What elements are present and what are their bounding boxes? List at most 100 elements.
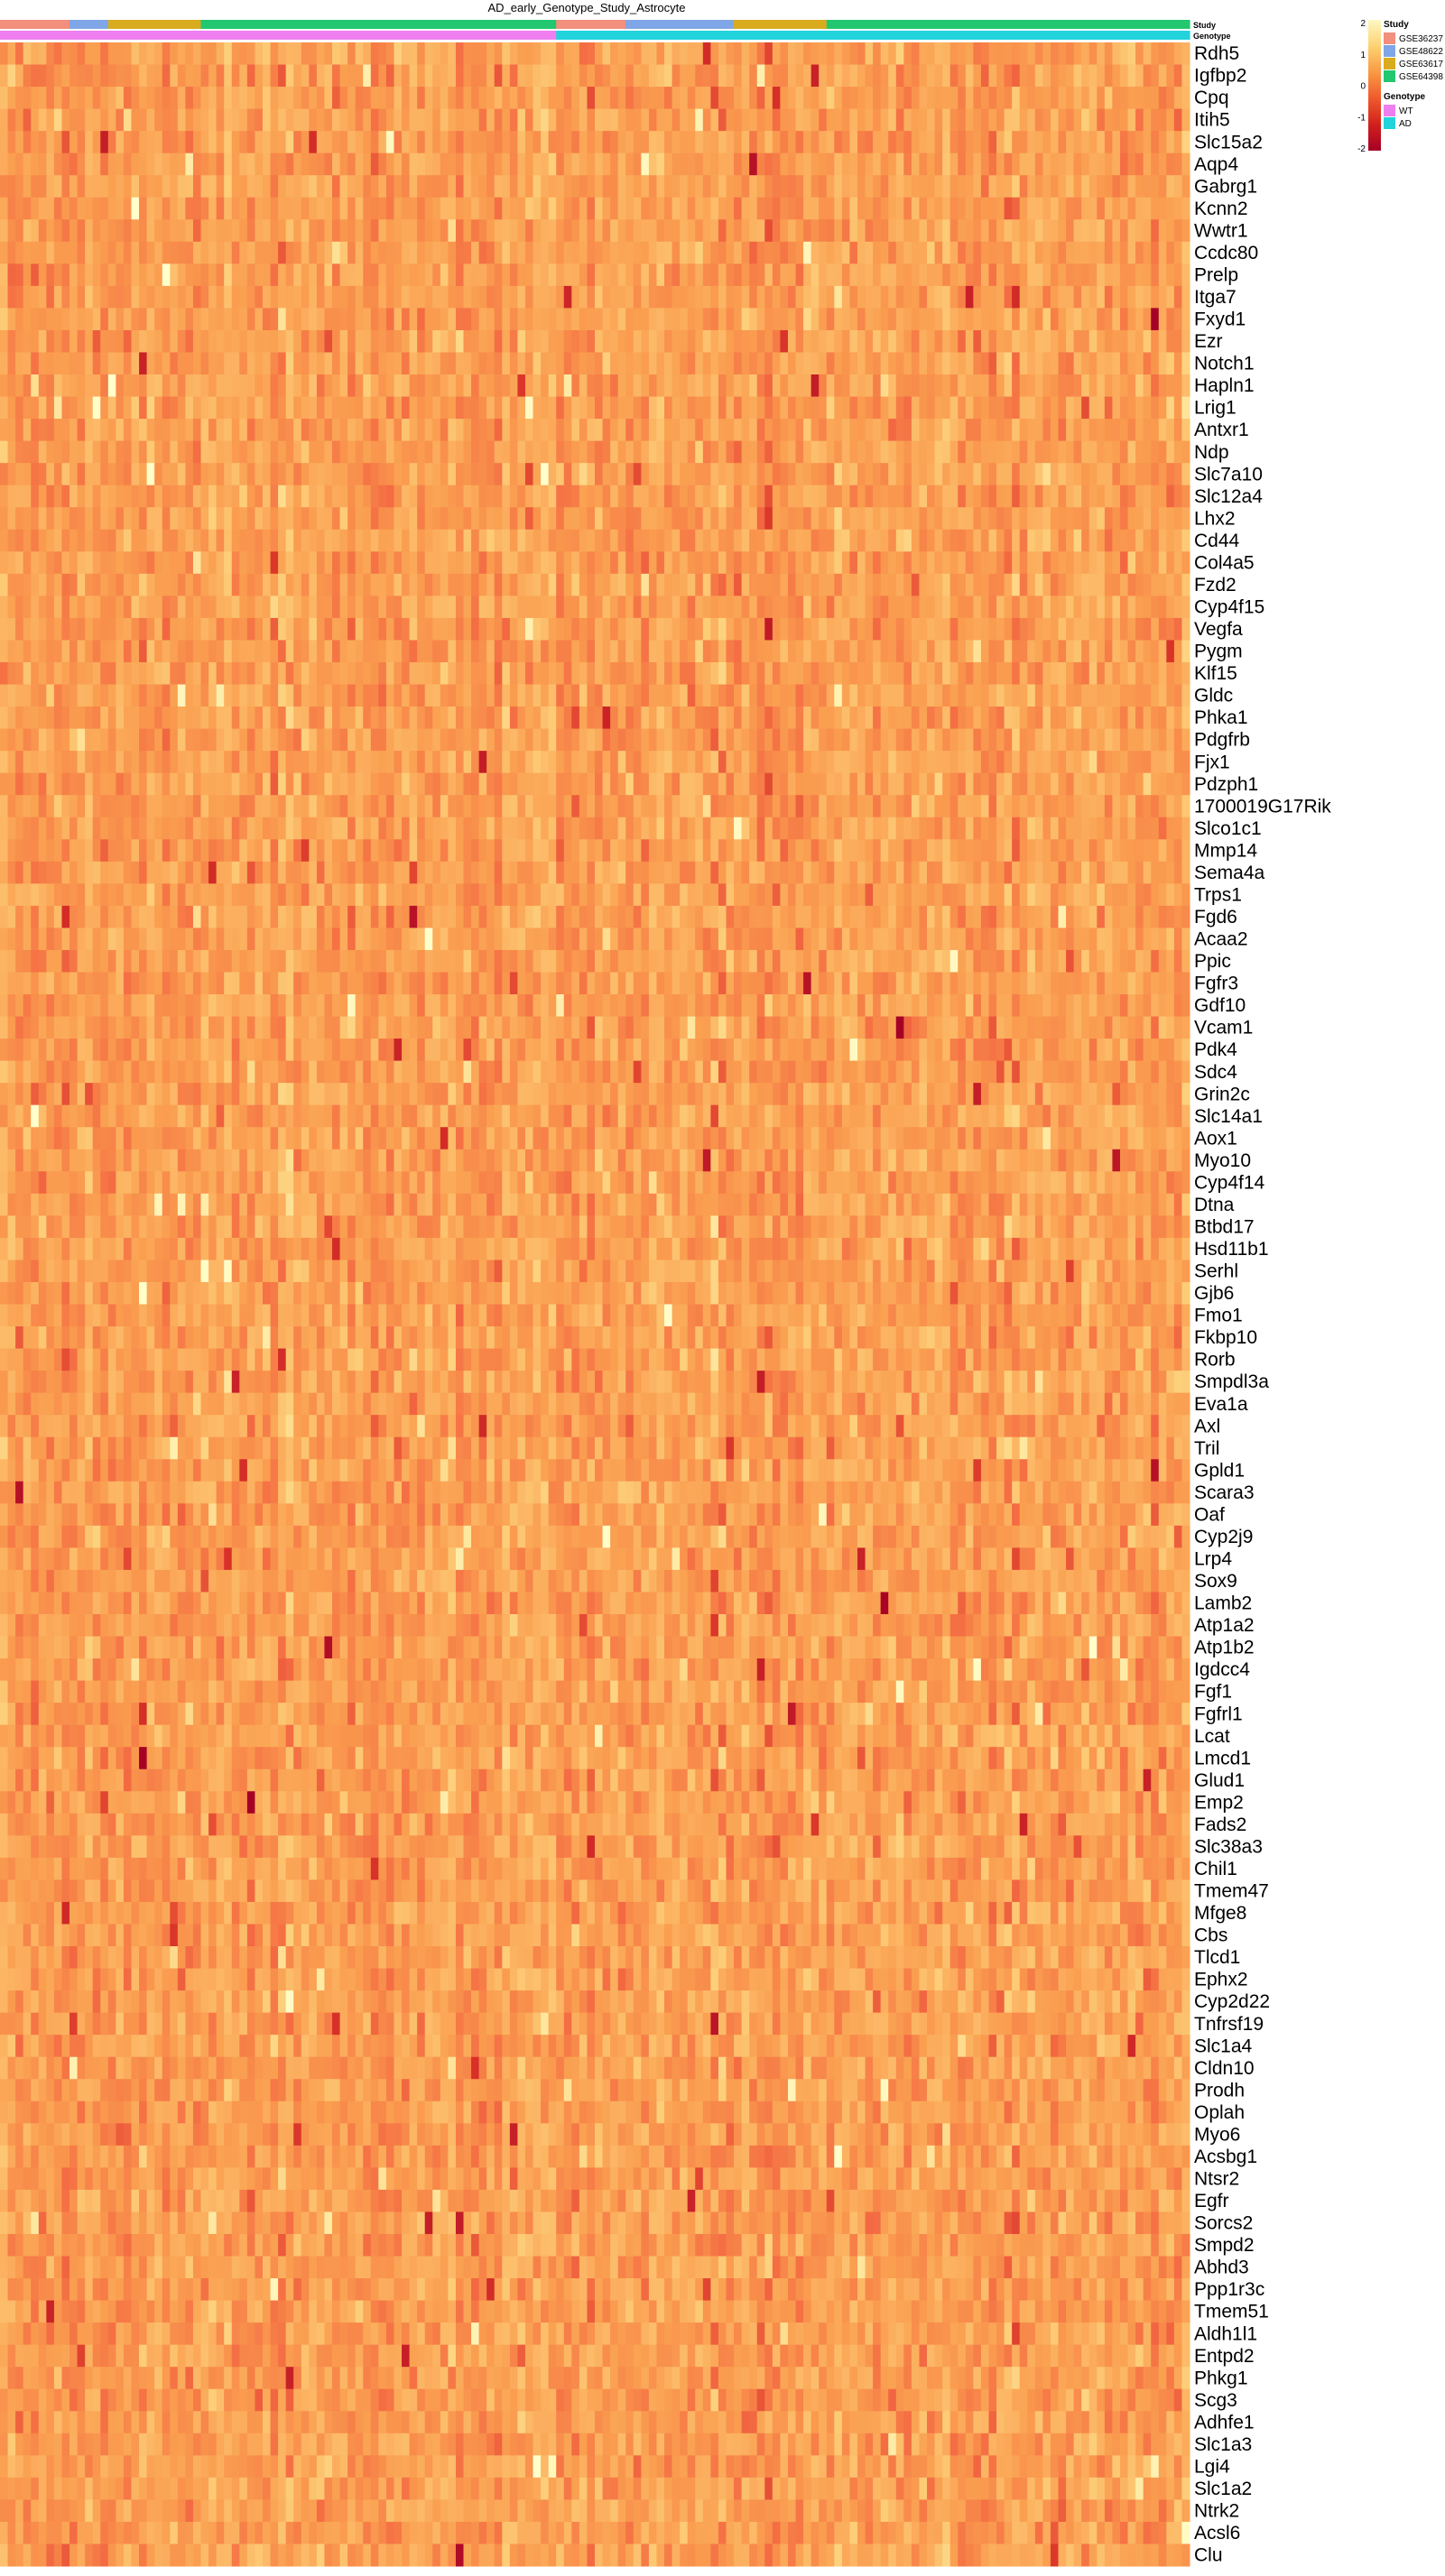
heatmap-cell [1050, 329, 1060, 353]
heatmap-cell [116, 329, 125, 353]
heatmap-cell [702, 87, 711, 110]
heatmap-cell [973, 285, 982, 309]
heatmap-cell [849, 64, 858, 88]
heatmap-cell [764, 308, 773, 331]
heatmap-cell [1119, 329, 1129, 353]
heatmap-cell [15, 352, 24, 375]
heatmap-cell [895, 396, 904, 420]
heatmap-cell [177, 352, 186, 375]
heatmap-cell [718, 596, 727, 619]
heatmap-cell [448, 374, 457, 398]
heatmap-cell [803, 396, 812, 420]
heatmap-cell [417, 463, 426, 486]
heatmap-cell [1151, 463, 1160, 486]
heatmap-cell [309, 596, 318, 619]
heatmap-cell [131, 728, 140, 752]
heatmap-cell [965, 175, 974, 199]
heatmap-cell [385, 241, 394, 264]
heatmap-cell [417, 396, 426, 420]
heatmap-cell [185, 197, 194, 220]
heatmap-cell [810, 352, 820, 375]
heatmap-cell [541, 617, 550, 641]
heatmap-cell [617, 152, 626, 176]
heatmap-cell [378, 197, 387, 220]
heatmap-cell [177, 728, 186, 752]
heatmap-cell [895, 419, 904, 442]
heatmap-cell [107, 285, 116, 309]
heatmap-cell [339, 463, 348, 486]
heatmap-cell [1050, 529, 1060, 552]
heatmap-cell [571, 706, 580, 730]
heatmap-cell [524, 661, 534, 686]
heatmap-cell [625, 485, 635, 508]
heatmap-cell [246, 596, 255, 619]
heatmap-cell [625, 108, 635, 132]
heatmap-cell [996, 573, 1005, 596]
heatmap-cell [463, 485, 472, 508]
heatmap-cell [741, 640, 750, 663]
heatmap-cell [61, 529, 70, 552]
heatmap-cell [1058, 396, 1067, 420]
heatmap-cell [595, 352, 604, 375]
heatmap-cell [185, 661, 194, 686]
heatmap-cell [656, 640, 665, 663]
heatmap-cell [309, 751, 318, 774]
heatmap-cell [695, 440, 704, 464]
heatmap-cell [702, 440, 711, 464]
heatmap-cell [231, 463, 240, 486]
heatmap-cell [764, 152, 773, 176]
heatmap-cell [718, 131, 727, 154]
heatmap-cell [285, 329, 294, 353]
heatmap-cell [1166, 352, 1175, 375]
heatmap-cell [873, 684, 882, 707]
heatmap-cell [548, 617, 557, 641]
heatmap-cell [394, 640, 403, 663]
heatmap-cell [177, 617, 186, 641]
heatmap-cell [69, 396, 79, 420]
heatmap-cell [934, 329, 943, 353]
heatmap-cell [339, 529, 348, 552]
heatmap-cell [749, 661, 758, 686]
heatmap-cell [517, 219, 526, 243]
heatmap-cell [841, 551, 850, 575]
heatmap-cell [107, 87, 116, 110]
heatmap-cell [355, 352, 364, 375]
heatmap-cell [15, 529, 24, 552]
heatmap-cell [100, 64, 109, 88]
heatmap-cell [200, 706, 209, 730]
heatmap-cell [502, 485, 511, 508]
heatmap-cell [873, 308, 882, 331]
heatmap-cell [15, 197, 24, 220]
heatmap-cell [494, 64, 503, 88]
heatmap-cell [934, 507, 943, 531]
heatmap-cell [726, 706, 735, 730]
heatmap-cell [772, 507, 781, 531]
heatmap-cell [208, 596, 218, 619]
heatmap-cell [424, 308, 433, 331]
heatmap-cell [38, 152, 47, 176]
heatmap-cell [710, 573, 719, 596]
heatmap-cell [895, 87, 904, 110]
heatmap-cell [324, 175, 333, 199]
heatmap-cell [7, 263, 16, 287]
heatmap-cell [38, 87, 47, 110]
heatmap-cell [1081, 529, 1090, 552]
heatmap-cell [332, 684, 341, 707]
heatmap-cell [1173, 197, 1182, 220]
heatmap-cell [339, 728, 348, 752]
heatmap-cell [85, 131, 94, 154]
heatmap-cell [417, 219, 426, 243]
heatmap-cell [880, 551, 889, 575]
heatmap-cell [841, 175, 850, 199]
heatmap-cell [208, 617, 218, 641]
heatmap-cell [486, 263, 496, 287]
heatmap-cell [795, 507, 804, 531]
heatmap-cell [610, 728, 619, 752]
heatmap-cell [903, 640, 912, 663]
heatmap-cell [363, 596, 372, 619]
heatmap-cell [710, 329, 719, 353]
heatmap-cell [756, 485, 765, 508]
heatmap-cell [533, 42, 542, 66]
heatmap-cell [463, 87, 472, 110]
heatmap-cell [85, 197, 94, 220]
